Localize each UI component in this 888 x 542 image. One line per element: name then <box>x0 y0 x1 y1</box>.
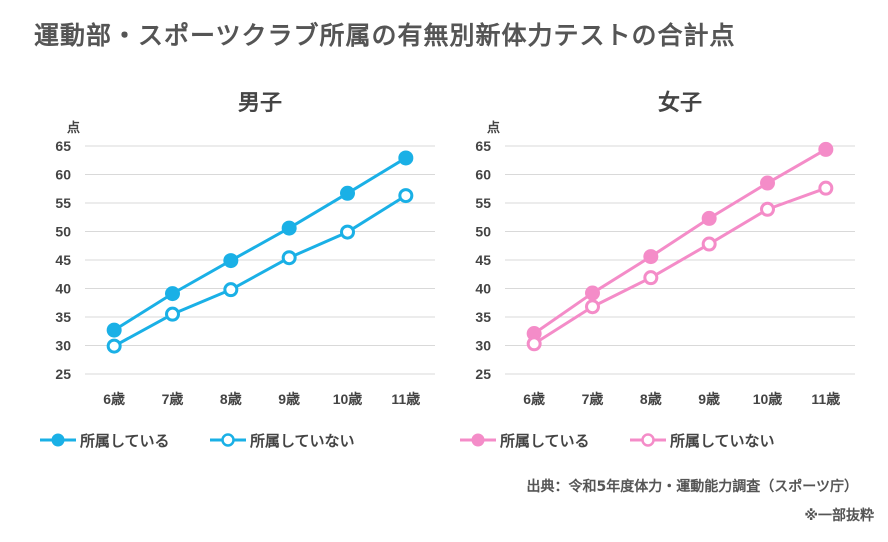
y-tick-label: 25 <box>55 366 71 382</box>
legend-marker <box>641 433 655 447</box>
data-point <box>106 338 122 354</box>
data-point <box>701 210 717 226</box>
x-tick-label: 6歳 <box>103 391 125 407</box>
y-tick-label: 65 <box>55 138 71 154</box>
y-tick-label: 55 <box>55 195 71 211</box>
chart-title: 男子 <box>238 90 282 115</box>
y-tick-label: 50 <box>55 224 71 240</box>
x-tick-label: 11歳 <box>811 391 840 407</box>
source-citation: 出典：令和5年度体力・運動能力調査（スポーツ庁） <box>526 479 858 495</box>
series-line-member <box>533 148 827 335</box>
data-point <box>526 326 542 342</box>
x-tick-label: 9歳 <box>698 391 720 407</box>
data-point <box>701 236 717 252</box>
x-tick-label: 8歳 <box>220 391 242 407</box>
y-tick-label: 35 <box>475 309 491 325</box>
data-point <box>223 253 239 269</box>
legend-marker <box>51 433 65 447</box>
y-tick-label: 60 <box>475 167 491 183</box>
y-axis-unit-label: 点 <box>487 120 500 135</box>
data-point <box>643 249 659 265</box>
data-point <box>223 282 239 298</box>
data-point <box>340 224 355 240</box>
legend-label: 所属している <box>80 433 170 450</box>
y-tick-label: 25 <box>475 366 491 382</box>
data-point <box>818 141 834 157</box>
data-point <box>398 150 414 166</box>
data-point <box>526 336 542 352</box>
y-tick-label: 45 <box>475 252 491 268</box>
y-tick-label: 40 <box>475 281 491 297</box>
data-point <box>818 180 834 196</box>
y-tick-label: 60 <box>55 167 71 183</box>
x-tick-label: 10歳 <box>333 391 363 407</box>
y-tick-label: 30 <box>475 338 491 354</box>
legend-marker <box>221 433 235 447</box>
data-point <box>585 285 600 301</box>
y-tick-label: 30 <box>55 338 71 354</box>
excerpt-note: ※一部抜粋 <box>804 508 874 524</box>
data-point <box>281 220 297 236</box>
y-tick-label: 50 <box>475 224 491 240</box>
x-tick-label: 7歳 <box>582 391 604 407</box>
chart-boys: 男子点 25 30 35 40 45 50 55 60 65 6歳 7歳 8歳 9歳 10歳 11歳所属してい… <box>40 90 435 450</box>
data-point <box>585 299 600 315</box>
chart-title: 女子 <box>658 90 702 115</box>
x-tick-label: 7歳 <box>162 391 184 407</box>
y-tick-label: 55 <box>475 195 491 211</box>
x-tick-label: 11歳 <box>391 391 420 407</box>
legend-label: 所属していない <box>250 433 355 450</box>
y-tick-label: 65 <box>475 138 491 154</box>
series-line-member <box>113 156 407 332</box>
chart-girls: 女子点 25 30 35 40 45 50 55 60 65 6歳 7歳 8歳 9歳 10歳 11歳所属してい… <box>460 90 855 450</box>
series-line-non-member <box>113 194 407 348</box>
data-point <box>165 306 180 322</box>
y-axis-unit-label: 点 <box>67 120 80 135</box>
legend-marker <box>471 433 485 447</box>
data-point <box>165 286 180 302</box>
data-point <box>106 322 122 338</box>
x-tick-label: 10歳 <box>753 391 783 407</box>
y-tick-label: 40 <box>55 281 71 297</box>
x-tick-label: 6歳 <box>523 391 545 407</box>
data-point <box>340 185 355 201</box>
y-tick-label: 45 <box>55 252 71 268</box>
legend-label: 所属している <box>500 433 590 450</box>
x-tick-label: 9歳 <box>278 391 300 407</box>
data-point <box>643 270 659 286</box>
x-tick-label: 8歳 <box>640 391 662 407</box>
series-line-non-member <box>533 186 827 346</box>
data-point <box>760 201 775 217</box>
data-point <box>760 175 775 191</box>
page-title: 運動部・スポーツクラブ所属の有無別新体力テストの合計点 <box>34 21 736 50</box>
legend-label: 所属していない <box>670 433 775 450</box>
data-point <box>281 250 297 266</box>
data-point <box>398 188 414 204</box>
y-tick-label: 35 <box>55 309 71 325</box>
